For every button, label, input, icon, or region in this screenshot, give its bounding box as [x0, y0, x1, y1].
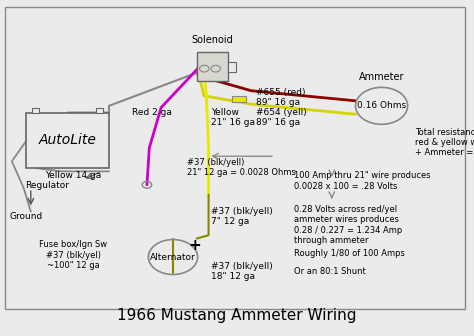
Text: +: +: [188, 238, 201, 253]
Text: Yellow 14 ga: Yellow 14 ga: [46, 171, 101, 180]
Text: #37 (blk/yell)
7" 12 ga: #37 (blk/yell) 7" 12 ga: [211, 207, 273, 226]
FancyBboxPatch shape: [5, 7, 465, 309]
Text: Or an 80:1 Shunt: Or an 80:1 Shunt: [294, 267, 365, 276]
Text: 100 Amp thru 21" wire produces
0.0028 x 100 = .28 Volts: 100 Amp thru 21" wire produces 0.0028 x …: [294, 171, 430, 191]
Text: Ammeter: Ammeter: [359, 72, 404, 82]
Text: Solenoid: Solenoid: [191, 35, 233, 45]
Text: Alternator: Alternator: [150, 253, 196, 261]
Text: #655 (red)
89" 16 ga: #655 (red) 89" 16 ga: [256, 88, 305, 108]
Text: Regulator: Regulator: [26, 181, 69, 191]
Text: Ground: Ground: [9, 212, 43, 221]
Text: Red 2 ga: Red 2 ga: [132, 108, 172, 117]
Bar: [32, 108, 39, 113]
Text: AutoLite: AutoLite: [39, 133, 97, 147]
Text: 1966 Mustang Ammeter Wiring: 1966 Mustang Ammeter Wiring: [117, 308, 357, 323]
Text: Yellow
21" 16 ga: Yellow 21" 16 ga: [211, 108, 255, 127]
Text: 0.16 Ohms: 0.16 Ohms: [357, 101, 406, 110]
Bar: [232, 96, 246, 102]
Bar: [96, 108, 103, 113]
Text: #37 (blk/yell)
18" 12 ga: #37 (blk/yell) 18" 12 ga: [211, 262, 273, 282]
Bar: [228, 62, 236, 72]
Text: Fuse box/Ign Sw
#37 (blk/yel)
~100" 12 ga: Fuse box/Ign Sw #37 (blk/yel) ~100" 12 g…: [39, 240, 108, 270]
Text: Total resistance:
red & yellow wires (0.067 Ohms)
+ Ammeter = 0.227 Ohms: Total resistance: red & yellow wires (0.…: [415, 128, 474, 158]
FancyBboxPatch shape: [197, 52, 228, 81]
Text: 0.28 Volts across red/yel
ammeter wires produces
0.28 / 0.227 = 1.234 Amp
throug: 0.28 Volts across red/yel ammeter wires …: [294, 205, 402, 245]
Text: Roughly 1/80 of 100 Amps: Roughly 1/80 of 100 Amps: [294, 249, 405, 258]
Text: #37 (blk/yell)
21" 12 ga = 0.0028 Ohms: #37 (blk/yell) 21" 12 ga = 0.0028 Ohms: [187, 158, 296, 177]
FancyBboxPatch shape: [26, 113, 109, 168]
Text: #654 (yell)
89" 16 ga: #654 (yell) 89" 16 ga: [256, 108, 307, 127]
